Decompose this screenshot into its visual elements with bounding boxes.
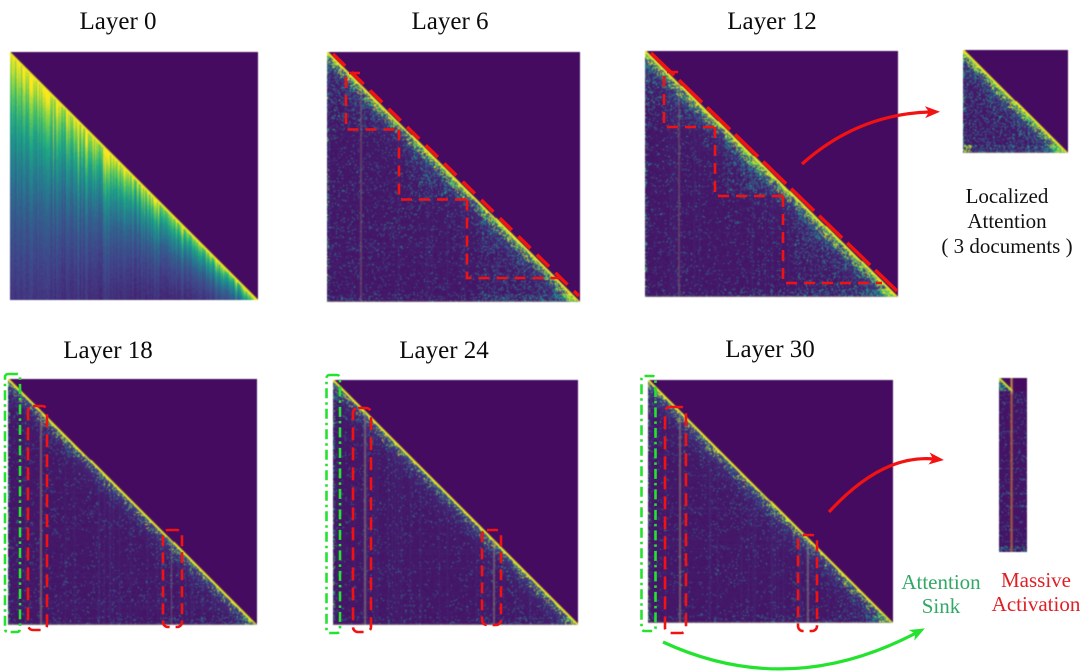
panel-title-layer-0: Layer 0: [79, 8, 157, 35]
massive-activation-label-line-1: Massive: [1001, 568, 1071, 592]
massive-activation-label: Massive Activation: [992, 568, 1080, 616]
heatmap-layer-18: [3, 372, 257, 634]
heatmap-layer-12: [645, 51, 899, 297]
attention-sink-label: Attention Sink: [901, 570, 980, 618]
panel-title-layer-30: Layer 30: [725, 336, 815, 363]
panel-title-layer-24: Layer 24: [399, 337, 489, 364]
attention-sink-label-line-2: Sink: [921, 594, 961, 618]
heatmap-layer-30: [640, 374, 893, 635]
panel-title-layer-12: Layer 12: [727, 8, 817, 35]
massive-activation-strip-inset: [999, 378, 1027, 552]
heatmap-canvas-layer-6: [327, 52, 580, 302]
heatmap-layer-24: [325, 373, 578, 635]
heatmap-canvas-layer-18: [8, 379, 257, 625]
caption-line-1: Localized: [965, 184, 1049, 208]
localized-attention-inset-canvas: [963, 50, 1068, 153]
caption-line-3: ( 3 documents ): [941, 234, 1073, 258]
green-arrow-to-attention-sink-label: [662, 628, 925, 671]
attention-sink-label-line-1: Attention: [901, 570, 981, 594]
localized-attention-inset: [963, 50, 1068, 153]
heatmap-canvas-layer-12: [645, 51, 898, 297]
massive-activation-label-line-2: Activation: [991, 592, 1080, 616]
heatmap-layer-0: [10, 52, 258, 300]
heatmap-canvas-layer-30: [648, 380, 893, 623]
heatmap-canvas-layer-0: [10, 52, 258, 300]
panel-title-layer-6: Layer 6: [411, 8, 489, 35]
massive-activation-strip-canvas: [999, 378, 1027, 552]
caption-line-2: Attention: [967, 209, 1047, 233]
panel-title-layer-18: Layer 18: [63, 337, 153, 364]
heatmap-layer-6: [327, 52, 581, 302]
heatmap-canvas-layer-24: [333, 380, 578, 625]
localized-attention-caption: Localized Attention ( 3 documents ): [941, 184, 1072, 259]
